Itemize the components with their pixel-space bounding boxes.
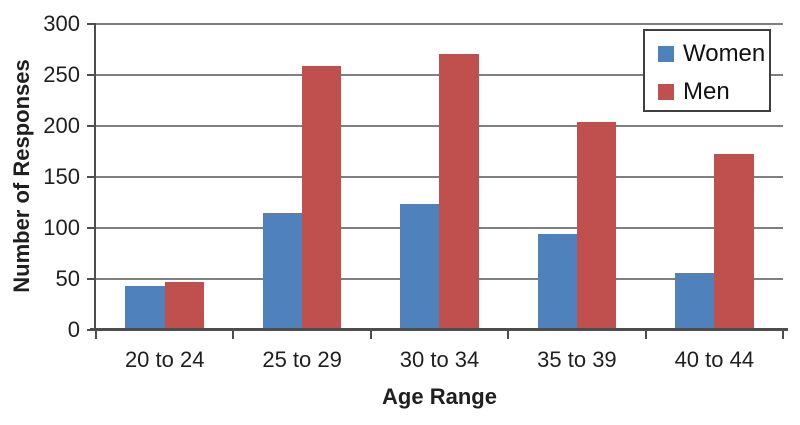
- legend-label: Men: [683, 78, 730, 105]
- x-axis-category-labels: 20 to 24 25 to 29 30 to 34 35 to 39 40 to 44: [96, 347, 783, 373]
- y-tick-label-0: 0: [67, 317, 80, 342]
- x-axis-title: Age Range: [382, 384, 497, 409]
- y-tick-label-300: 300: [43, 11, 80, 36]
- x-tick-0: [95, 331, 97, 339]
- x-tick-3: [507, 331, 510, 339]
- legend-swatch-icon: [658, 46, 674, 62]
- y-tick-0: [87, 329, 95, 331]
- x-tick-2: [369, 331, 372, 339]
- legend-swatch-icon: [658, 84, 674, 100]
- plot-area: [96, 23, 783, 329]
- y-tick-label-250: 250: [43, 62, 80, 87]
- bar-group-20-to-24: [96, 23, 233, 329]
- y-tick-label-50: 50: [55, 266, 80, 291]
- bar-women-25-to-29: [262, 212, 303, 329]
- y-tick-label-200: 200: [43, 113, 80, 138]
- x-category-label-40-to-44: 40 to 44: [674, 347, 755, 372]
- y-tick-250: [87, 74, 95, 76]
- legend-item-women: Women: [658, 41, 769, 67]
- bar-men-40-to-44: [714, 153, 754, 329]
- gridline-300: [96, 23, 783, 25]
- y-tick-150: [87, 176, 95, 178]
- bar-women-30-to-34: [400, 203, 440, 329]
- y-tick-label-100: 100: [43, 215, 80, 240]
- x-category-label-30-to-34: 30 to 34: [399, 347, 480, 372]
- x-tick-1: [232, 331, 235, 339]
- legend-item-men: Men: [658, 79, 769, 105]
- y-tick-100: [87, 227, 95, 229]
- y-tick-label-150: 150: [43, 164, 80, 189]
- bar-men-35-to-39: [576, 121, 617, 329]
- bar-group-40-to-44: [646, 23, 783, 329]
- y-tick-200: [87, 125, 95, 127]
- y-tick-300: [87, 23, 95, 25]
- x-tick-5: [782, 331, 784, 339]
- bar-men-30-to-34: [439, 53, 479, 329]
- x-category-label-20-to-24: 20 to 24: [124, 347, 205, 372]
- bar-men-25-to-29: [302, 65, 342, 329]
- bar-men-20-to-24: [164, 282, 204, 329]
- y-tick-50: [87, 278, 95, 280]
- bar-women-40-to-44: [674, 272, 715, 329]
- bar-group-25-to-29: [233, 23, 370, 329]
- bar-women-20-to-24: [125, 286, 165, 329]
- bar-group-30-to-34: [371, 23, 508, 329]
- bar-group-35-to-39: [508, 23, 645, 329]
- bar-women-35-to-39: [537, 234, 577, 329]
- x-axis-line: [90, 328, 788, 331]
- x-category-label-35-to-39: 35 to 39: [537, 347, 617, 372]
- legend-label: Women: [683, 40, 766, 67]
- x-category-label-25-to-29: 25 to 29: [262, 347, 342, 372]
- y-axis-line: [94, 23, 96, 331]
- x-tick-4: [644, 331, 647, 339]
- legend: Women Men: [643, 29, 771, 112]
